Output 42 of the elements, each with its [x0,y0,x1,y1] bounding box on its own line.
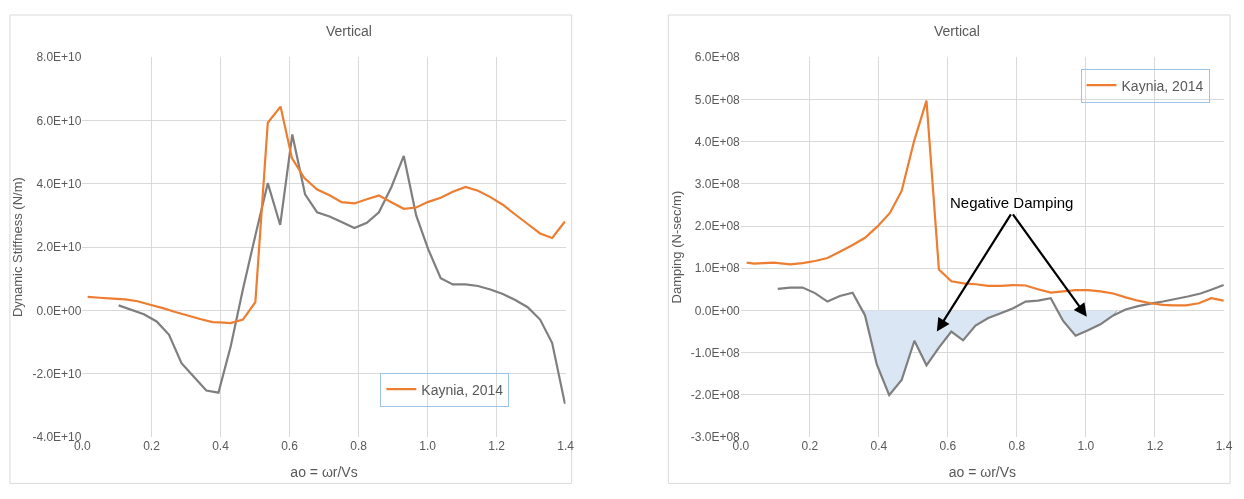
y-tick-label: 2.0E+10 [36,240,82,255]
annotation: Negative Damping [950,194,1074,211]
legend-label: Kaynia, 2014 [1121,77,1204,94]
y-tick-label: -1.0E+08 [690,345,741,360]
y-tick-label: -2.0E+10 [32,366,82,381]
legend-label: Kaynia, 2014 [421,381,504,398]
y-tick-label: 3.0E+08 [694,177,741,191]
line-series [117,133,566,405]
chart-title: Vertical [934,23,980,39]
x-tick-label: 0.6 [939,439,957,453]
y-tick-label: 0.0E+00 [36,303,82,318]
x-tick-label: 0.4 [212,439,230,453]
x-tick-label: 1.4 [1215,439,1233,453]
line-series [745,99,1224,307]
x-axis-title: ao = ωr/Vs [948,464,1017,481]
line-series [776,283,1224,397]
y-tick-label: 4.0E+10 [36,177,82,191]
x-tick-label: 1.0 [1077,439,1095,453]
x-axis-title: ao = ωr/Vs [290,464,358,481]
y-tick-label: 6.0E+10 [36,113,82,128]
x-tick-label: 0.8 [1008,439,1026,453]
x-tick-label: 0.8 [350,439,368,453]
y-axis-title: Dynamic Stiffness (N/m) [10,177,26,318]
y-tick-label: 8.0E+10 [36,50,82,65]
x-tick-label: 0.2 [143,439,161,453]
x-tick-label: 0.4 [870,439,888,453]
x-tick-label: 1.0 [419,439,437,453]
y-tick-label: -2.0E+08 [690,388,741,402]
y-tick-label: 6.0E+08 [694,50,741,65]
chart-title: Vertical [326,23,372,39]
x-tick-label: 0.6 [281,439,299,453]
y-tick-label: 2.0E+08 [694,219,741,234]
y-tick-label: 0.0E+00 [694,303,741,318]
line-series [86,105,566,325]
x-tick-label: 1.2 [488,439,506,453]
y-axis-title: Damping (N-sec/m) [668,190,684,304]
y-tick-label: 1.0E+08 [694,261,741,276]
y-tick-label: 5.0E+08 [694,92,741,107]
y-tick-label: 4.0E+08 [694,134,741,149]
x-tick-label: 0.2 [801,439,819,453]
x-tick-label: 1.2 [1146,439,1164,453]
x-tick-label: 1.4 [557,439,575,453]
